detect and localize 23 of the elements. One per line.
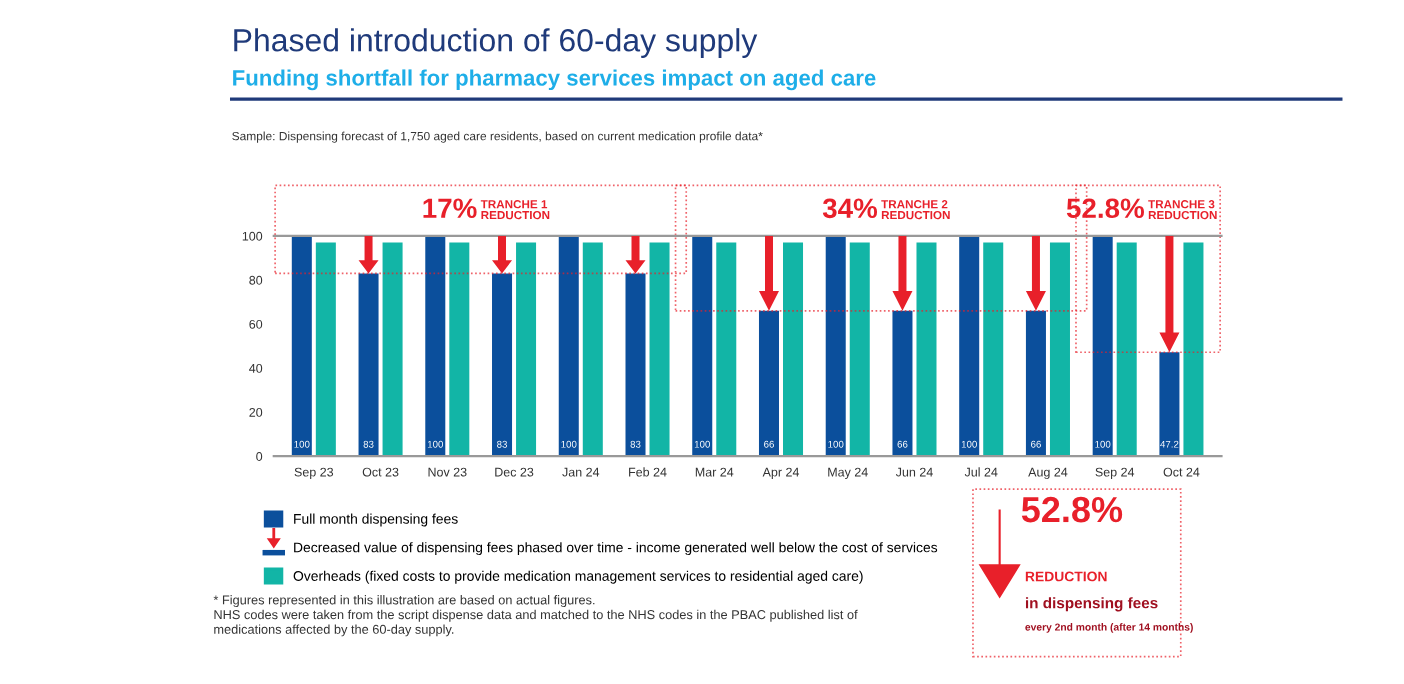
bar [425,235,446,457]
bar [1116,242,1137,457]
bar [449,242,470,457]
bar [291,235,312,457]
bar [959,235,980,457]
bar [582,242,603,457]
bar [649,242,670,457]
chart-subtitle: Funding shortfall for pharmacy services impact on aged care [233,69,876,91]
bar [983,242,1004,457]
bar [1049,242,1070,457]
bar [692,235,713,457]
bar [825,235,846,457]
bar [1183,242,1204,457]
bar [516,242,537,457]
chart-title: Phased introduction of 60-day supply [234,28,758,58]
bar [315,242,336,457]
bar [916,242,937,457]
bar [783,242,804,457]
bar [382,242,403,457]
bar [1092,235,1113,457]
bar [849,242,870,457]
bar [558,235,579,457]
bar [716,242,737,457]
